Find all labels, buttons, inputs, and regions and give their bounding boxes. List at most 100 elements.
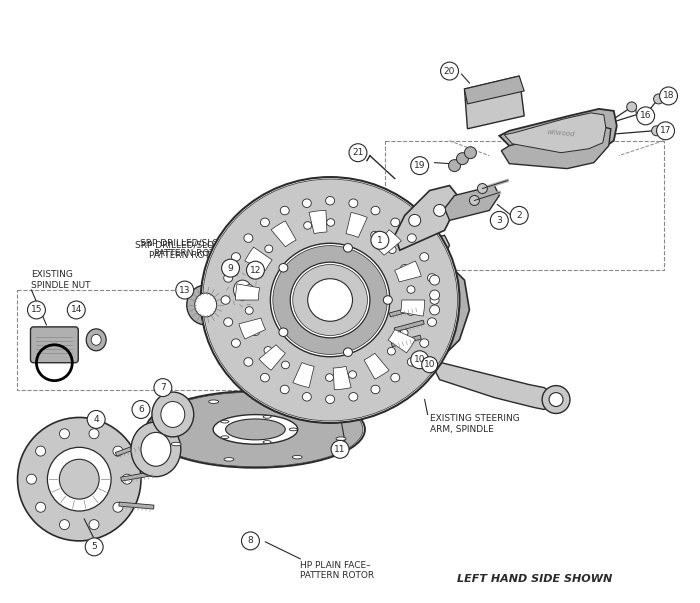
Polygon shape	[394, 320, 424, 332]
Ellipse shape	[407, 234, 416, 242]
Text: 21: 21	[352, 148, 364, 157]
Ellipse shape	[277, 398, 287, 401]
Text: EXISTING STEERING
ARM, SPINDLE: EXISTING STEERING ARM, SPINDLE	[430, 414, 519, 434]
Ellipse shape	[234, 280, 251, 300]
Ellipse shape	[165, 418, 175, 422]
Polygon shape	[391, 335, 421, 347]
Polygon shape	[271, 221, 296, 247]
Ellipse shape	[407, 286, 415, 293]
Ellipse shape	[152, 392, 194, 437]
Ellipse shape	[384, 295, 392, 305]
Circle shape	[657, 122, 675, 140]
Ellipse shape	[326, 395, 335, 403]
Circle shape	[27, 301, 46, 319]
Circle shape	[470, 195, 480, 206]
Text: 15: 15	[31, 306, 42, 314]
Ellipse shape	[221, 420, 229, 423]
Text: 12: 12	[250, 266, 261, 274]
Ellipse shape	[251, 328, 260, 335]
Ellipse shape	[420, 253, 428, 261]
Polygon shape	[465, 76, 524, 104]
Ellipse shape	[371, 232, 379, 239]
Circle shape	[89, 429, 99, 439]
Ellipse shape	[370, 362, 378, 369]
Ellipse shape	[86, 329, 106, 351]
Ellipse shape	[221, 436, 229, 438]
Ellipse shape	[246, 285, 253, 292]
Ellipse shape	[407, 358, 416, 366]
Ellipse shape	[400, 329, 408, 336]
Ellipse shape	[232, 339, 240, 347]
Polygon shape	[340, 298, 400, 318]
Ellipse shape	[420, 339, 428, 347]
Ellipse shape	[371, 206, 380, 215]
Ellipse shape	[302, 393, 312, 401]
Polygon shape	[293, 362, 314, 388]
Circle shape	[67, 301, 85, 319]
Text: 19: 19	[414, 161, 426, 170]
Ellipse shape	[389, 246, 396, 253]
Ellipse shape	[172, 442, 181, 446]
Circle shape	[246, 261, 265, 279]
Text: 13: 13	[179, 286, 190, 294]
Ellipse shape	[290, 262, 370, 338]
Polygon shape	[374, 230, 401, 255]
Text: 3: 3	[496, 216, 502, 225]
Circle shape	[60, 459, 99, 499]
Circle shape	[36, 502, 46, 512]
Ellipse shape	[187, 285, 225, 325]
Polygon shape	[501, 126, 611, 169]
Polygon shape	[333, 367, 351, 390]
Circle shape	[456, 153, 468, 165]
Ellipse shape	[232, 253, 240, 261]
Circle shape	[465, 147, 477, 159]
Text: 5: 5	[91, 542, 97, 551]
Text: 17: 17	[660, 126, 671, 135]
Ellipse shape	[209, 400, 218, 403]
Polygon shape	[400, 300, 425, 316]
Ellipse shape	[224, 318, 232, 326]
Circle shape	[449, 160, 461, 172]
Ellipse shape	[224, 458, 234, 461]
Ellipse shape	[430, 295, 439, 305]
Ellipse shape	[279, 328, 288, 336]
Polygon shape	[239, 318, 265, 339]
Circle shape	[349, 144, 367, 162]
Text: 18: 18	[663, 92, 674, 101]
Polygon shape	[245, 247, 272, 271]
Circle shape	[154, 379, 172, 397]
Polygon shape	[389, 305, 419, 317]
Polygon shape	[116, 441, 150, 456]
Text: 1: 1	[377, 236, 383, 245]
Ellipse shape	[387, 347, 395, 355]
Circle shape	[659, 87, 678, 105]
Ellipse shape	[141, 432, 171, 466]
Ellipse shape	[263, 415, 271, 418]
Ellipse shape	[283, 231, 290, 238]
Ellipse shape	[304, 222, 312, 229]
Circle shape	[430, 290, 440, 300]
Ellipse shape	[330, 413, 340, 417]
Polygon shape	[119, 502, 154, 509]
Polygon shape	[499, 109, 617, 156]
Ellipse shape	[201, 177, 459, 423]
Circle shape	[440, 62, 458, 80]
Circle shape	[176, 281, 194, 299]
Circle shape	[60, 520, 69, 529]
Circle shape	[477, 183, 487, 194]
Text: 9: 9	[228, 264, 233, 273]
Ellipse shape	[344, 244, 352, 252]
Text: 11: 11	[335, 445, 346, 454]
Circle shape	[113, 502, 123, 512]
Circle shape	[411, 157, 428, 175]
Text: 2: 2	[517, 211, 522, 220]
Circle shape	[430, 275, 440, 285]
Polygon shape	[385, 265, 470, 370]
Circle shape	[222, 259, 239, 277]
Ellipse shape	[91, 334, 101, 346]
Ellipse shape	[227, 273, 258, 307]
Circle shape	[27, 474, 36, 484]
Text: 7: 7	[160, 383, 166, 392]
Ellipse shape	[349, 199, 358, 207]
Ellipse shape	[327, 219, 335, 226]
